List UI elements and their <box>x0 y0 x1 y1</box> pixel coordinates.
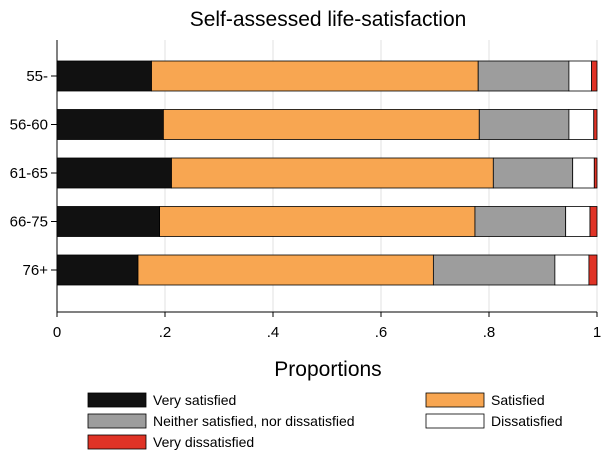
bar-segment <box>593 157 598 189</box>
y-tick-label: 61-65 <box>10 165 48 182</box>
bars <box>56 60 598 286</box>
bar-segment <box>432 254 556 286</box>
y-tick-labels: 55- 56-60 61-65 66-75 76+ <box>10 68 57 279</box>
bar-segment <box>171 157 494 189</box>
legend-label: Very satisfied <box>153 392 236 408</box>
bar-segment <box>56 157 172 189</box>
y-tick-label: 66-75 <box>10 214 48 231</box>
legend-swatch <box>87 392 147 408</box>
bar-segment <box>568 109 595 140</box>
x-tick-label: .8 <box>483 324 496 341</box>
bar-segment <box>588 254 598 286</box>
bar-segment <box>477 60 570 92</box>
bar-segment <box>56 60 152 92</box>
bar-segment <box>478 109 570 140</box>
bar-segment <box>589 206 598 237</box>
x-axis-label: Proportions <box>274 358 381 381</box>
bar-segment <box>591 60 598 92</box>
legend-swatch <box>87 413 147 429</box>
x-tick-label: .4 <box>267 324 280 341</box>
legend-swatch <box>425 413 485 429</box>
legend-label: Very dissatisfied <box>153 434 254 450</box>
legend: Very satisfied Satisfied Neither satisfied… <box>87 392 563 450</box>
chart-title: Self-assessed life-satisfaction <box>190 8 467 31</box>
bar-segment <box>593 109 598 140</box>
bar-segment <box>137 254 434 286</box>
y-tick-label: 76+ <box>23 262 49 279</box>
bar-segment <box>159 206 476 237</box>
x-tick-label: 0 <box>53 324 61 341</box>
bar-segment <box>554 254 590 286</box>
y-tick-label: 55- <box>26 68 48 85</box>
x-ticks: 0 .2 .4 .6 .8 1 <box>53 312 601 341</box>
legend-swatch <box>425 392 485 408</box>
bar-segment <box>492 157 574 189</box>
x-tick-label: .6 <box>375 324 388 341</box>
x-tick-label: .2 <box>159 324 172 341</box>
legend-swatch <box>87 434 147 450</box>
legend-label: Dissatisfied <box>491 413 563 429</box>
bar-segment <box>565 206 591 237</box>
legend-label: Satisfied <box>491 392 545 408</box>
bar-segment <box>568 60 592 92</box>
bar-segment <box>151 60 479 92</box>
legend-label: Neither satisfied, nor dissatisfied <box>153 413 355 429</box>
bar-segment <box>162 109 480 140</box>
bar-segment <box>474 206 567 237</box>
bar-segment <box>56 206 160 237</box>
bar-segment <box>572 157 595 189</box>
y-tick-label: 56-60 <box>10 117 48 134</box>
x-tick-label: 1 <box>593 324 601 341</box>
bar-segment <box>56 254 139 286</box>
bar-segment <box>56 109 164 140</box>
